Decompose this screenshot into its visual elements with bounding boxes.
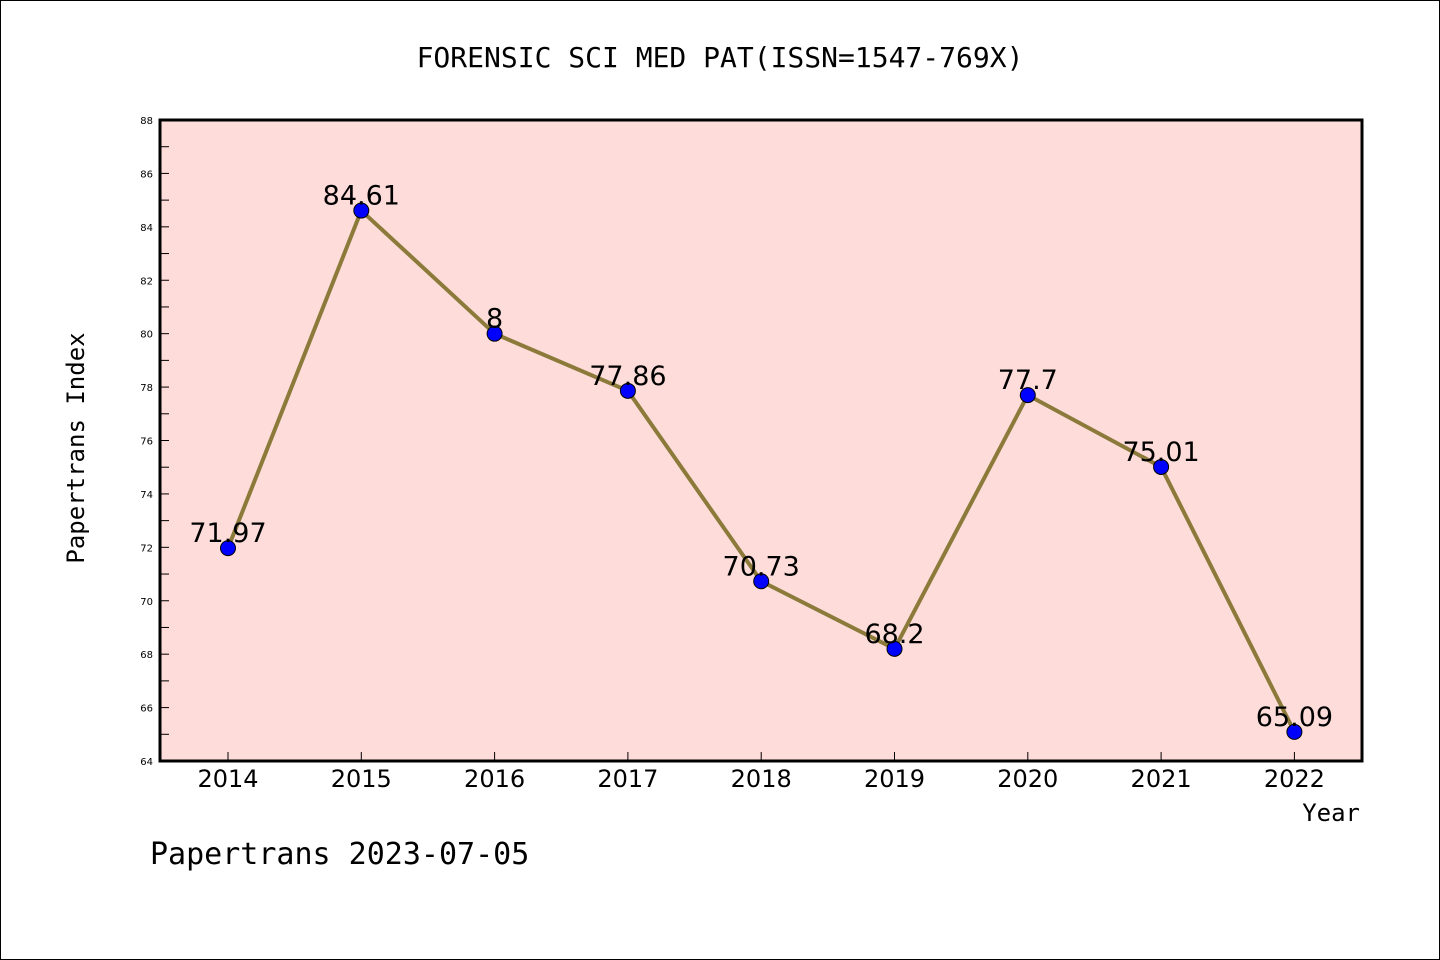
data-label: 68.2 (864, 619, 924, 650)
y-tick-label: 68 (140, 650, 153, 661)
y-tick-label: 72 (140, 543, 153, 554)
y-tick-label: 74 (140, 490, 153, 501)
data-label: 77.86 (589, 361, 666, 392)
data-label: 8 (486, 304, 503, 335)
x-tick-label: 2014 (197, 765, 258, 793)
x-tick-label: 2016 (464, 765, 525, 793)
y-axis-label: Papertrans Index (62, 332, 90, 563)
chart-title: FORENSIC SCI MED PAT(ISSN=1547-769X) (417, 41, 1024, 74)
y-tick-label: 88 (140, 116, 153, 127)
x-tick-label: 2015 (331, 765, 392, 793)
y-tick-label: 66 (140, 704, 153, 715)
data-label: 77.7 (998, 365, 1058, 396)
y-tick-label: 76 (140, 437, 153, 448)
y-tick-label: 86 (140, 169, 153, 180)
data-label: 71.97 (189, 518, 266, 549)
x-tick-label: 2022 (1264, 765, 1325, 793)
y-tick-label: 64 (140, 757, 153, 768)
data-label: 75.01 (1122, 437, 1199, 468)
x-tick-label: 2020 (997, 765, 1058, 793)
data-label: 70.73 (723, 551, 800, 582)
y-tick-label: 82 (140, 276, 153, 287)
x-tick-label: 2019 (864, 765, 925, 793)
x-axis-label: Year (1302, 799, 1360, 827)
x-tick-label: 2021 (1131, 765, 1192, 793)
data-label: 84.61 (323, 181, 400, 212)
x-tick-label: 2017 (597, 765, 658, 793)
y-tick-label: 80 (140, 330, 153, 341)
data-label: 65.09 (1256, 702, 1333, 733)
x-tick-label: 2018 (731, 765, 792, 793)
y-tick-label: 78 (140, 383, 153, 394)
y-tick-label: 70 (140, 597, 153, 608)
y-tick-label: 84 (140, 223, 153, 234)
footer-text: Papertrans 2023-07-05 (150, 837, 529, 872)
